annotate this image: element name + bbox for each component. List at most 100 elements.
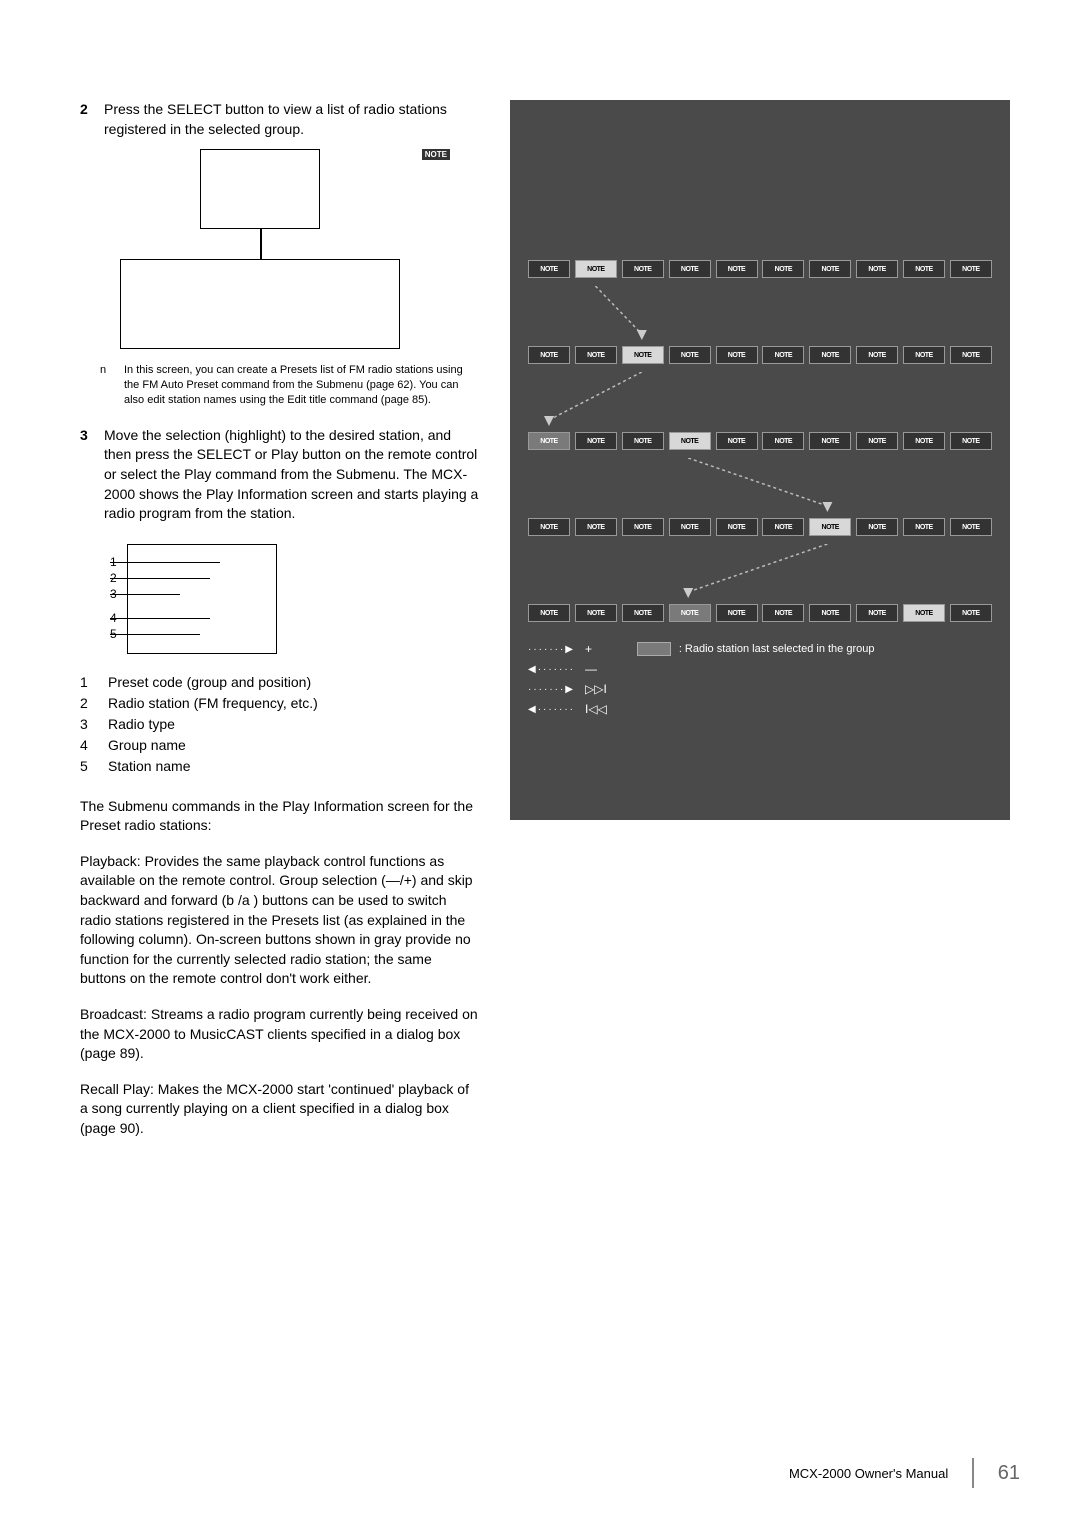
preset-slot: NOTE xyxy=(669,346,711,364)
next-symbol: ▷▷I xyxy=(585,682,607,696)
cmd-recall: Recall Play: Makes the MCX-2000 start 'c… xyxy=(80,1080,480,1139)
note-text: In this screen, you can create a Presets… xyxy=(124,363,480,408)
preset-slot: NOTE xyxy=(762,260,804,278)
row-connector xyxy=(528,544,992,598)
left-column: 2 Press the SELECT button to view a list… xyxy=(80,100,480,1155)
step-num: 2 xyxy=(80,100,94,139)
row-connector xyxy=(528,286,992,340)
preset-slot: NOTE xyxy=(903,346,945,364)
preset-slot: NOTE xyxy=(856,604,898,622)
preset-slot: NOTE xyxy=(716,346,758,364)
row-connector xyxy=(528,458,992,512)
legend-num: 4 xyxy=(80,735,94,756)
cmd-playback: Playback: Provides the same playback con… xyxy=(80,852,480,989)
preset-slot: NOTE xyxy=(856,432,898,450)
ctrl-row: ◀······· — xyxy=(528,662,607,676)
figure-2: 1 2 3 4 5 xyxy=(110,544,480,654)
preset-slot: NOTE xyxy=(669,260,711,278)
legend-item: 3Radio type xyxy=(80,714,480,735)
cmd-name: Playback: xyxy=(80,853,141,869)
step-2: 2 Press the SELECT button to view a list… xyxy=(80,100,480,139)
preset-slot: NOTE xyxy=(856,346,898,364)
legend-text: Radio station (FM frequency, etc.) xyxy=(108,693,318,714)
cmd-text: Provides the same playback control funct… xyxy=(80,853,473,987)
preset-slot: NOTE xyxy=(716,260,758,278)
preset-slot: NOTE xyxy=(809,518,851,536)
preset-slot: NOTE xyxy=(528,260,570,278)
control-legend: ·······▶ + ◀······· — ·······▶ ▷▷I ◀····… xyxy=(528,642,992,716)
preset-slot: NOTE xyxy=(762,346,804,364)
preset-slot: NOTE xyxy=(809,346,851,364)
preset-group-row: NOTENOTENOTENOTENOTENOTENOTENOTENOTENOTE xyxy=(528,346,992,364)
fig2-line xyxy=(110,562,220,564)
preset-slot: NOTE xyxy=(950,260,992,278)
figure-1: NOTE xyxy=(120,149,400,349)
preset-slot: NOTE xyxy=(809,260,851,278)
preset-slot: NOTE xyxy=(575,432,617,450)
dots-arrow-right-icon: ·······▶ xyxy=(528,644,575,655)
preset-slot: NOTE xyxy=(575,346,617,364)
step-num: 3 xyxy=(80,426,94,524)
preset-slot: NOTE xyxy=(762,518,804,536)
legend-list: 1 Preset code (group and position) 2 Radio… xyxy=(80,672,480,777)
preset-slot: NOTE xyxy=(950,432,992,450)
preset-slot: NOTE xyxy=(809,604,851,622)
preset-group-row: NOTENOTENOTENOTENOTENOTENOTENOTENOTENOTE xyxy=(528,604,992,622)
preset-slot: NOTE xyxy=(622,346,664,364)
preset-slot: NOTE xyxy=(950,518,992,536)
last-swatch xyxy=(637,642,671,656)
preset-slot: NOTE xyxy=(528,518,570,536)
legend-text: Radio type xyxy=(108,714,175,735)
preset-slot: NOTE xyxy=(903,604,945,622)
fig2-line xyxy=(110,594,180,596)
preset-slot: NOTE xyxy=(669,604,711,622)
preset-slot: NOTE xyxy=(622,518,664,536)
legend-text: Preset code (group and position) xyxy=(108,672,311,693)
preset-slot: NOTE xyxy=(716,604,758,622)
legend-num: 2 xyxy=(80,693,94,714)
fig2-line xyxy=(110,578,210,580)
minus-symbol: — xyxy=(585,662,597,676)
cmd-name: Recall Play: xyxy=(80,1081,154,1097)
manual-title: MCX-2000 Owner's Manual xyxy=(789,1466,948,1481)
page-footer: MCX-2000 Owner's Manual 61 xyxy=(789,1458,1020,1488)
figure-2-labels: 1 2 3 4 5 xyxy=(110,544,117,654)
submenu-intro: The Submenu commands in the Play Informa… xyxy=(80,797,480,836)
dots-arrow-left-icon: ◀······· xyxy=(528,704,575,715)
figure-1-connector xyxy=(260,229,262,259)
preset-slot: NOTE xyxy=(575,518,617,536)
preset-slot: NOTE xyxy=(622,260,664,278)
note-badge: NOTE xyxy=(422,149,450,160)
step-text: Move the selection (highlight) to the de… xyxy=(104,426,480,524)
preset-slot: NOTE xyxy=(950,346,992,364)
preset-slot: NOTE xyxy=(903,260,945,278)
ctrl-row: ·······▶ + xyxy=(528,642,607,656)
panel-rows: NOTENOTENOTENOTENOTENOTENOTENOTENOTENOTE… xyxy=(528,260,992,622)
step-3: 3 Move the selection (highlight) to the … xyxy=(80,426,480,524)
preset-slot: NOTE xyxy=(575,604,617,622)
preset-slot: NOTE xyxy=(575,260,617,278)
preset-slot: NOTE xyxy=(716,518,758,536)
footer-separator xyxy=(972,1458,974,1488)
note-block: n In this screen, you can create a Prese… xyxy=(100,363,480,408)
legend-item: 2 Radio station (FM frequency, etc.) xyxy=(80,693,480,714)
figure-1-bottom-box xyxy=(120,259,400,349)
figure-1-top-box xyxy=(200,149,320,229)
preset-slot: NOTE xyxy=(528,604,570,622)
last-legend-text: : Radio station last selected in the gro… xyxy=(679,643,875,655)
legend-num: 5 xyxy=(80,756,94,777)
preset-slot: NOTE xyxy=(856,260,898,278)
preset-slot: NOTE xyxy=(622,604,664,622)
legend-text: Station name xyxy=(108,756,191,777)
preset-slot: NOTE xyxy=(669,518,711,536)
legend-text: Group name xyxy=(108,735,186,756)
preset-slot: NOTE xyxy=(716,432,758,450)
prev-symbol: I◁◁ xyxy=(585,702,607,716)
preset-slot: NOTE xyxy=(622,432,664,450)
legend-num: 1 xyxy=(80,672,94,693)
preset-panel: NOTENOTENOTENOTENOTENOTENOTENOTENOTENOTE… xyxy=(510,100,1010,820)
preset-slot: NOTE xyxy=(528,346,570,364)
step-text: Press the SELECT button to view a list o… xyxy=(104,100,480,139)
preset-slot: NOTE xyxy=(762,432,804,450)
preset-slot: NOTE xyxy=(903,518,945,536)
